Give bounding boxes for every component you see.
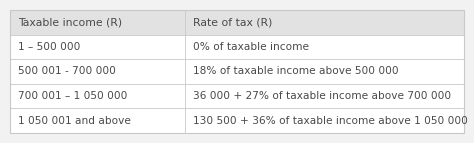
- Bar: [10, 59, 464, 84]
- Text: Rate of tax (R): Rate of tax (R): [193, 17, 273, 27]
- Text: 130 500 + 36% of taxable income above 1 050 000: 130 500 + 36% of taxable income above 1 …: [193, 116, 468, 126]
- Text: Taxable income (R): Taxable income (R): [18, 17, 122, 27]
- Bar: [10, 108, 464, 133]
- Text: 1 – 500 000: 1 – 500 000: [18, 42, 81, 52]
- Text: 500 001 - 700 000: 500 001 - 700 000: [18, 66, 116, 77]
- Text: 36 000 + 27% of taxable income above 700 000: 36 000 + 27% of taxable income above 700…: [193, 91, 451, 101]
- Bar: [10, 10, 464, 133]
- Text: 1 050 001 and above: 1 050 001 and above: [18, 116, 131, 126]
- Bar: [10, 84, 464, 108]
- Text: 0% of taxable income: 0% of taxable income: [193, 42, 309, 52]
- Bar: [10, 10, 464, 35]
- Text: 700 001 – 1 050 000: 700 001 – 1 050 000: [18, 91, 128, 101]
- Bar: [10, 35, 464, 59]
- Text: 18% of taxable income above 500 000: 18% of taxable income above 500 000: [193, 66, 399, 77]
